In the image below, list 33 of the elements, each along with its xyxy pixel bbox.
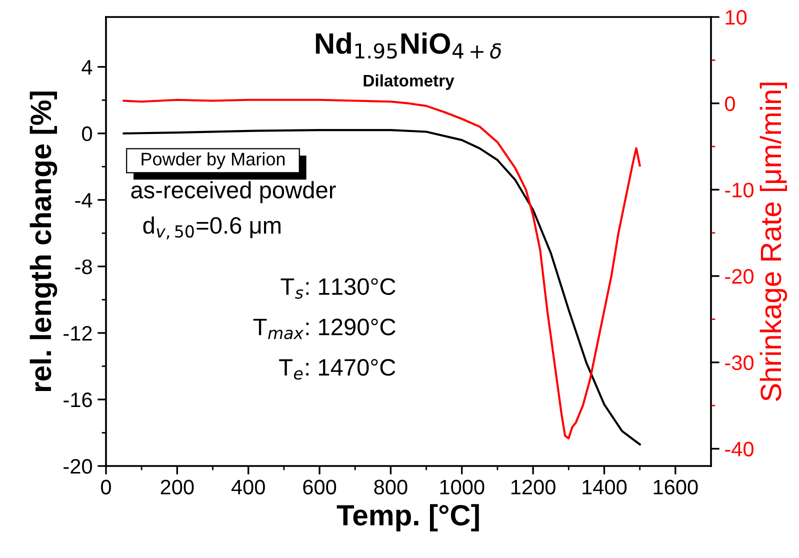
annotation: d$_{v,50}$=0.6 μm [143, 216, 280, 240]
annotation: T$_{max}$: 1290°C [253, 318, 396, 340]
x-tick-label: 1600 [654, 480, 698, 494]
y2-tick-label: -40 [725, 442, 754, 456]
x-tick-label: 200 [160, 480, 194, 494]
y-tick-label: -8 [75, 259, 92, 274]
x-tick-label: 600 [303, 480, 336, 494]
y2-tick-label: 0 [725, 96, 735, 112]
y2-axis-title: Shrinkage Rate [μm/min] [760, 82, 788, 401]
annotation: as-received powder [131, 181, 336, 204]
x-tick-label: 1200 [511, 480, 556, 494]
x-axis-title: Temp. [°C] [336, 504, 479, 532]
y-tick-label: 0 [82, 126, 92, 142]
y2-tick-label: -20 [725, 269, 754, 284]
x-tick-label: 800 [374, 480, 408, 494]
x-tick-label: 1400 [582, 480, 627, 494]
y-tick-label: -12 [64, 326, 92, 341]
annotation: T$_{s}$: 1130°C [280, 278, 396, 299]
chart-title: Nd$_{1.95}$NiO$_{4+δ}$ [316, 32, 501, 59]
y-tick-label: 4 [82, 60, 92, 74]
y-tick-label: -16 [64, 392, 92, 408]
x-tick-label: 400 [231, 480, 265, 494]
y2-tick-label: -30 [725, 355, 754, 370]
x-tick-label: 1000 [440, 480, 484, 494]
text: Dilatometry [364, 74, 454, 90]
x-tick-label: 0 [101, 480, 111, 494]
y-axis-title: rel. length change [%] [30, 92, 58, 392]
y2-tick-label: -10 [725, 182, 754, 198]
y-tick-label: -20 [64, 459, 92, 474]
annotation: T$_{e}$: 1470°C [279, 359, 396, 380]
annotation: Powder by Marion [142, 152, 285, 170]
y-tick-label: -4 [75, 193, 92, 208]
y2-tick-label: 10 [726, 10, 747, 25]
